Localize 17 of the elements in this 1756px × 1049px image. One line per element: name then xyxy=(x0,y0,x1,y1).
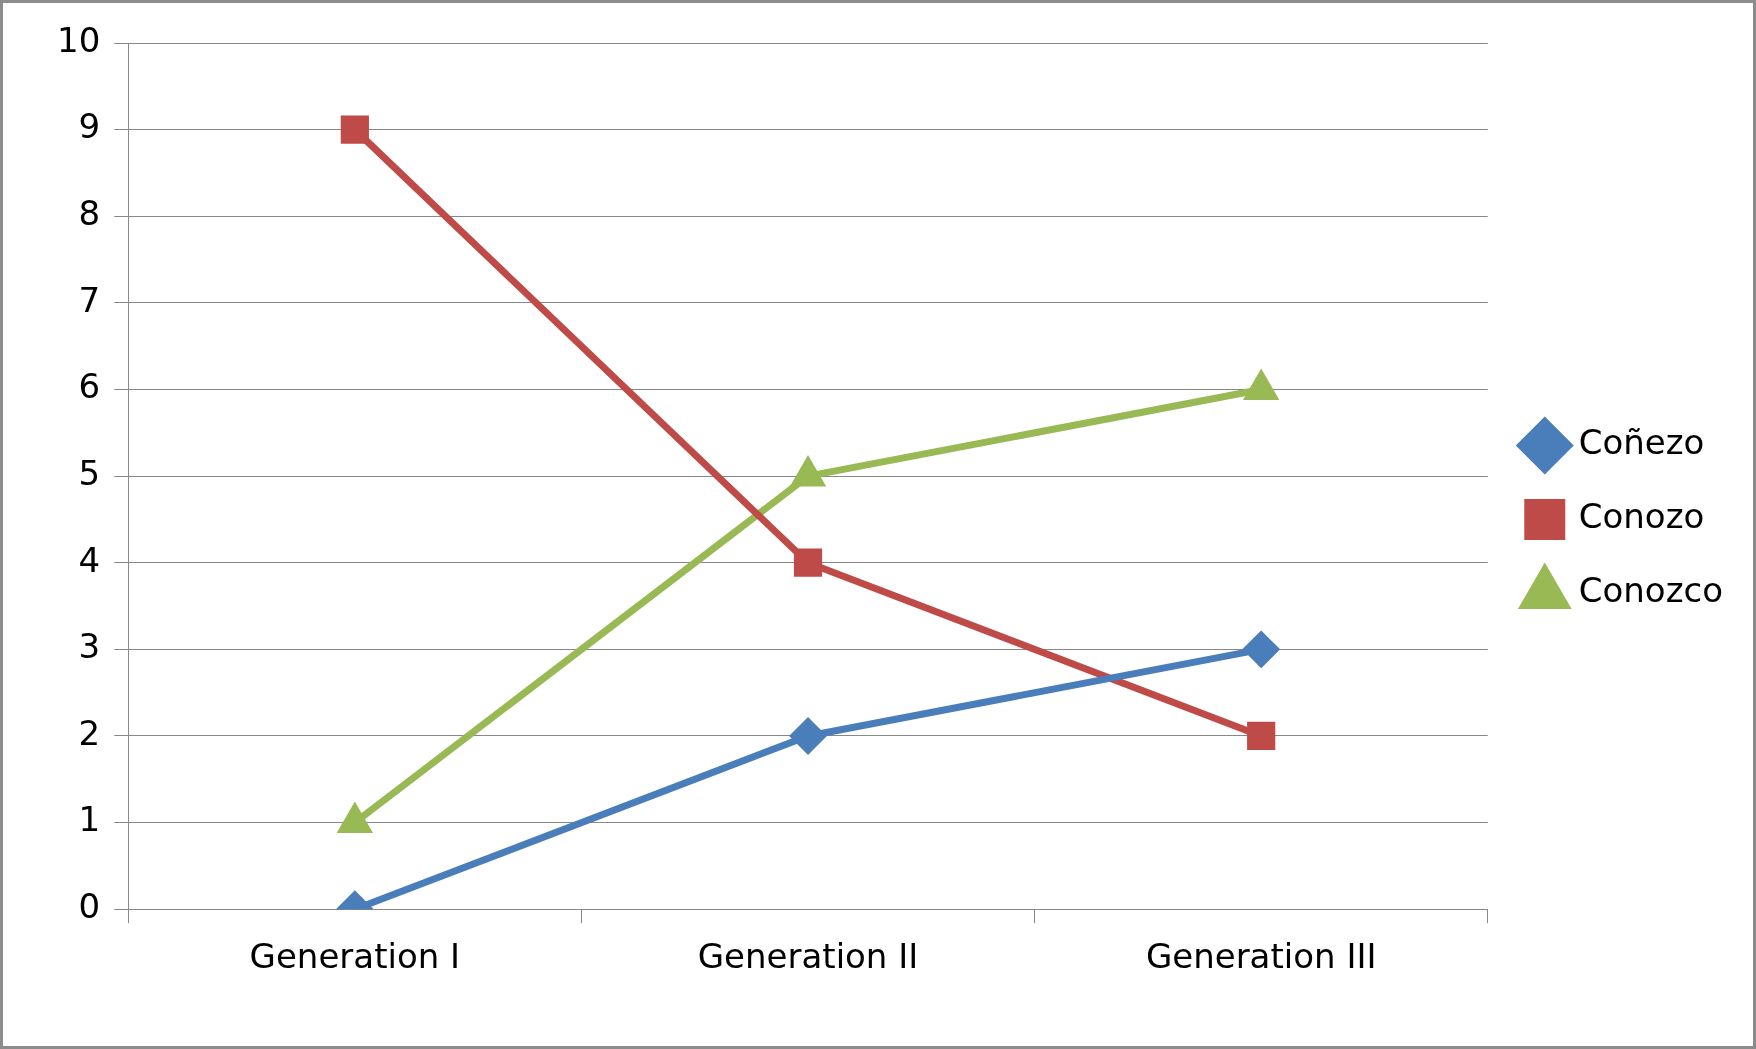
y-tick-label: 10 xyxy=(57,19,101,60)
y-tick-label: 8 xyxy=(78,193,101,234)
y-tick-label: 3 xyxy=(78,626,101,667)
y-tick-label: 7 xyxy=(78,279,101,320)
y-tick-label: 9 xyxy=(78,106,101,147)
legend-label: Coñezo xyxy=(1578,422,1705,463)
y-tick-label: 1 xyxy=(78,799,101,840)
y-tick-label: 5 xyxy=(78,452,101,493)
legend-label: Conozco xyxy=(1578,570,1723,611)
y-tick-label: 6 xyxy=(78,366,101,407)
x-tick-label: Generation III xyxy=(1145,936,1377,977)
y-tick-label: 2 xyxy=(78,712,101,753)
x-tick-label: Generation II xyxy=(697,936,919,977)
x-tick-label: Generation I xyxy=(249,936,461,977)
legend-label: Conozo xyxy=(1578,496,1705,537)
y-tick-label: 0 xyxy=(78,886,101,927)
y-tick-label: 4 xyxy=(78,539,101,580)
